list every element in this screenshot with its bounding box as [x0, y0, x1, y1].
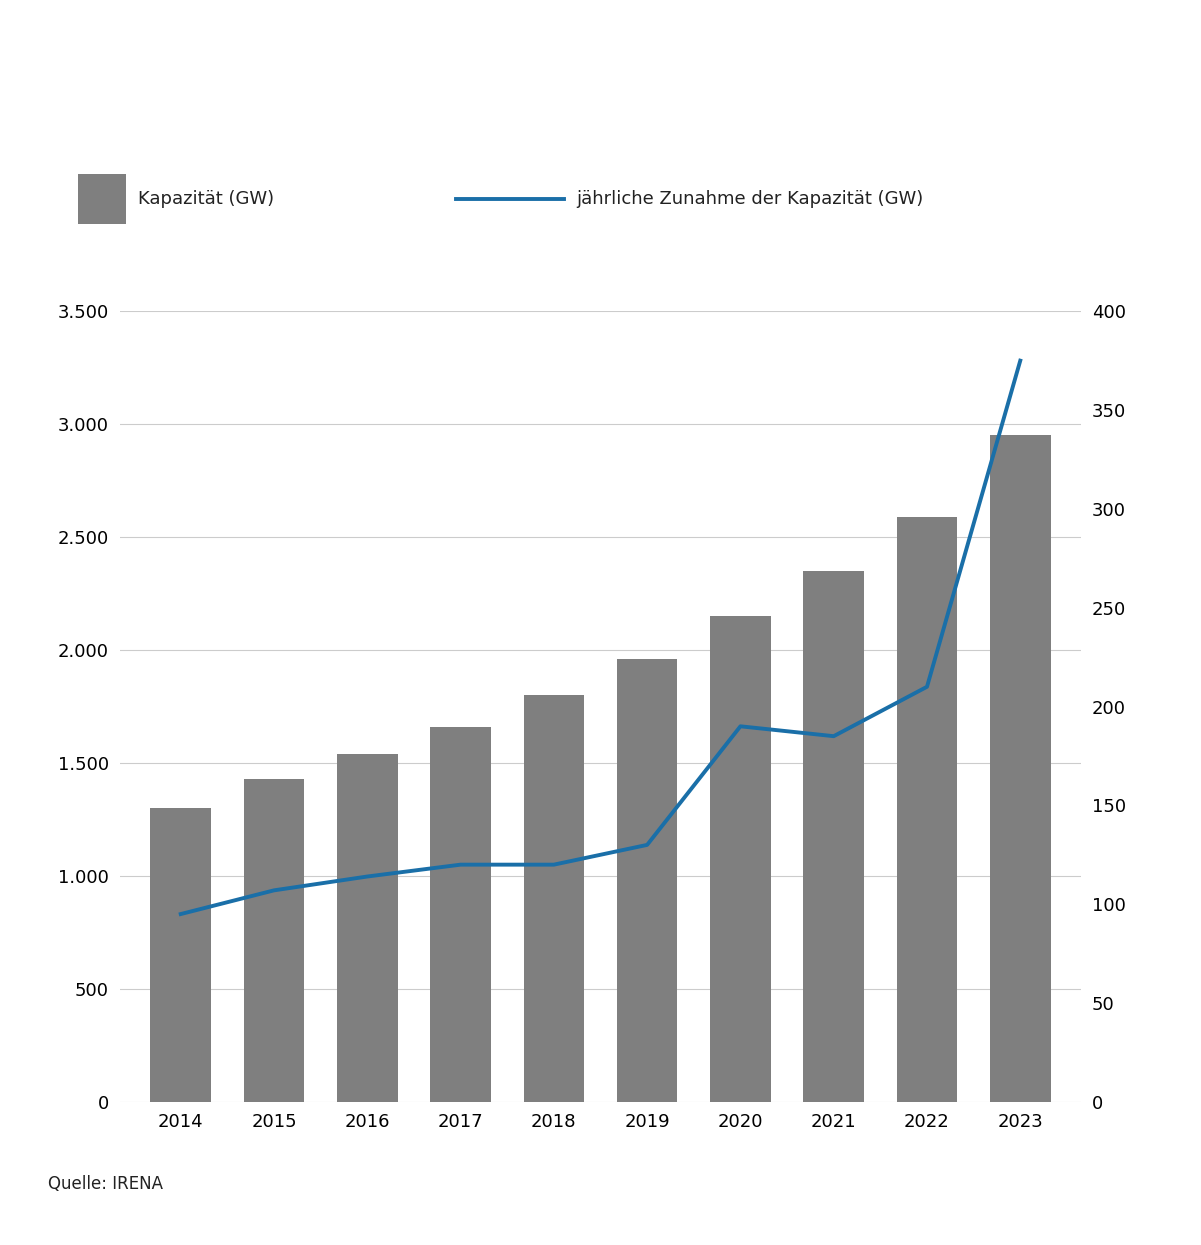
FancyBboxPatch shape: [78, 173, 126, 224]
Bar: [617, 659, 677, 1102]
Text: ERNEUERBARE ENERGIEN: KAPAZÍTÄT UND ZUWACHS AN KAPAZÍTÄT: ERNEUERBARE ENERGIEN: KAPAZÍTÄT UND ZUWA…: [149, 34, 1052, 57]
Bar: [897, 517, 957, 1102]
Bar: [150, 808, 211, 1102]
Bar: [244, 779, 304, 1102]
Text: jährliche Zunahme der Kapazität (GW): jährliche Zunahme der Kapazität (GW): [576, 190, 924, 208]
Bar: [990, 436, 1051, 1102]
Bar: [710, 616, 771, 1102]
Text: Kapazität (GW): Kapazität (GW): [138, 190, 274, 208]
Text: WELTWEIT, 2014-2023: WELTWEIT, 2014-2023: [480, 88, 721, 107]
Bar: [430, 727, 491, 1102]
Text: Quelle: IRENA: Quelle: IRENA: [48, 1175, 163, 1193]
Bar: [803, 571, 864, 1102]
Bar: [524, 695, 584, 1102]
Bar: [337, 754, 398, 1102]
